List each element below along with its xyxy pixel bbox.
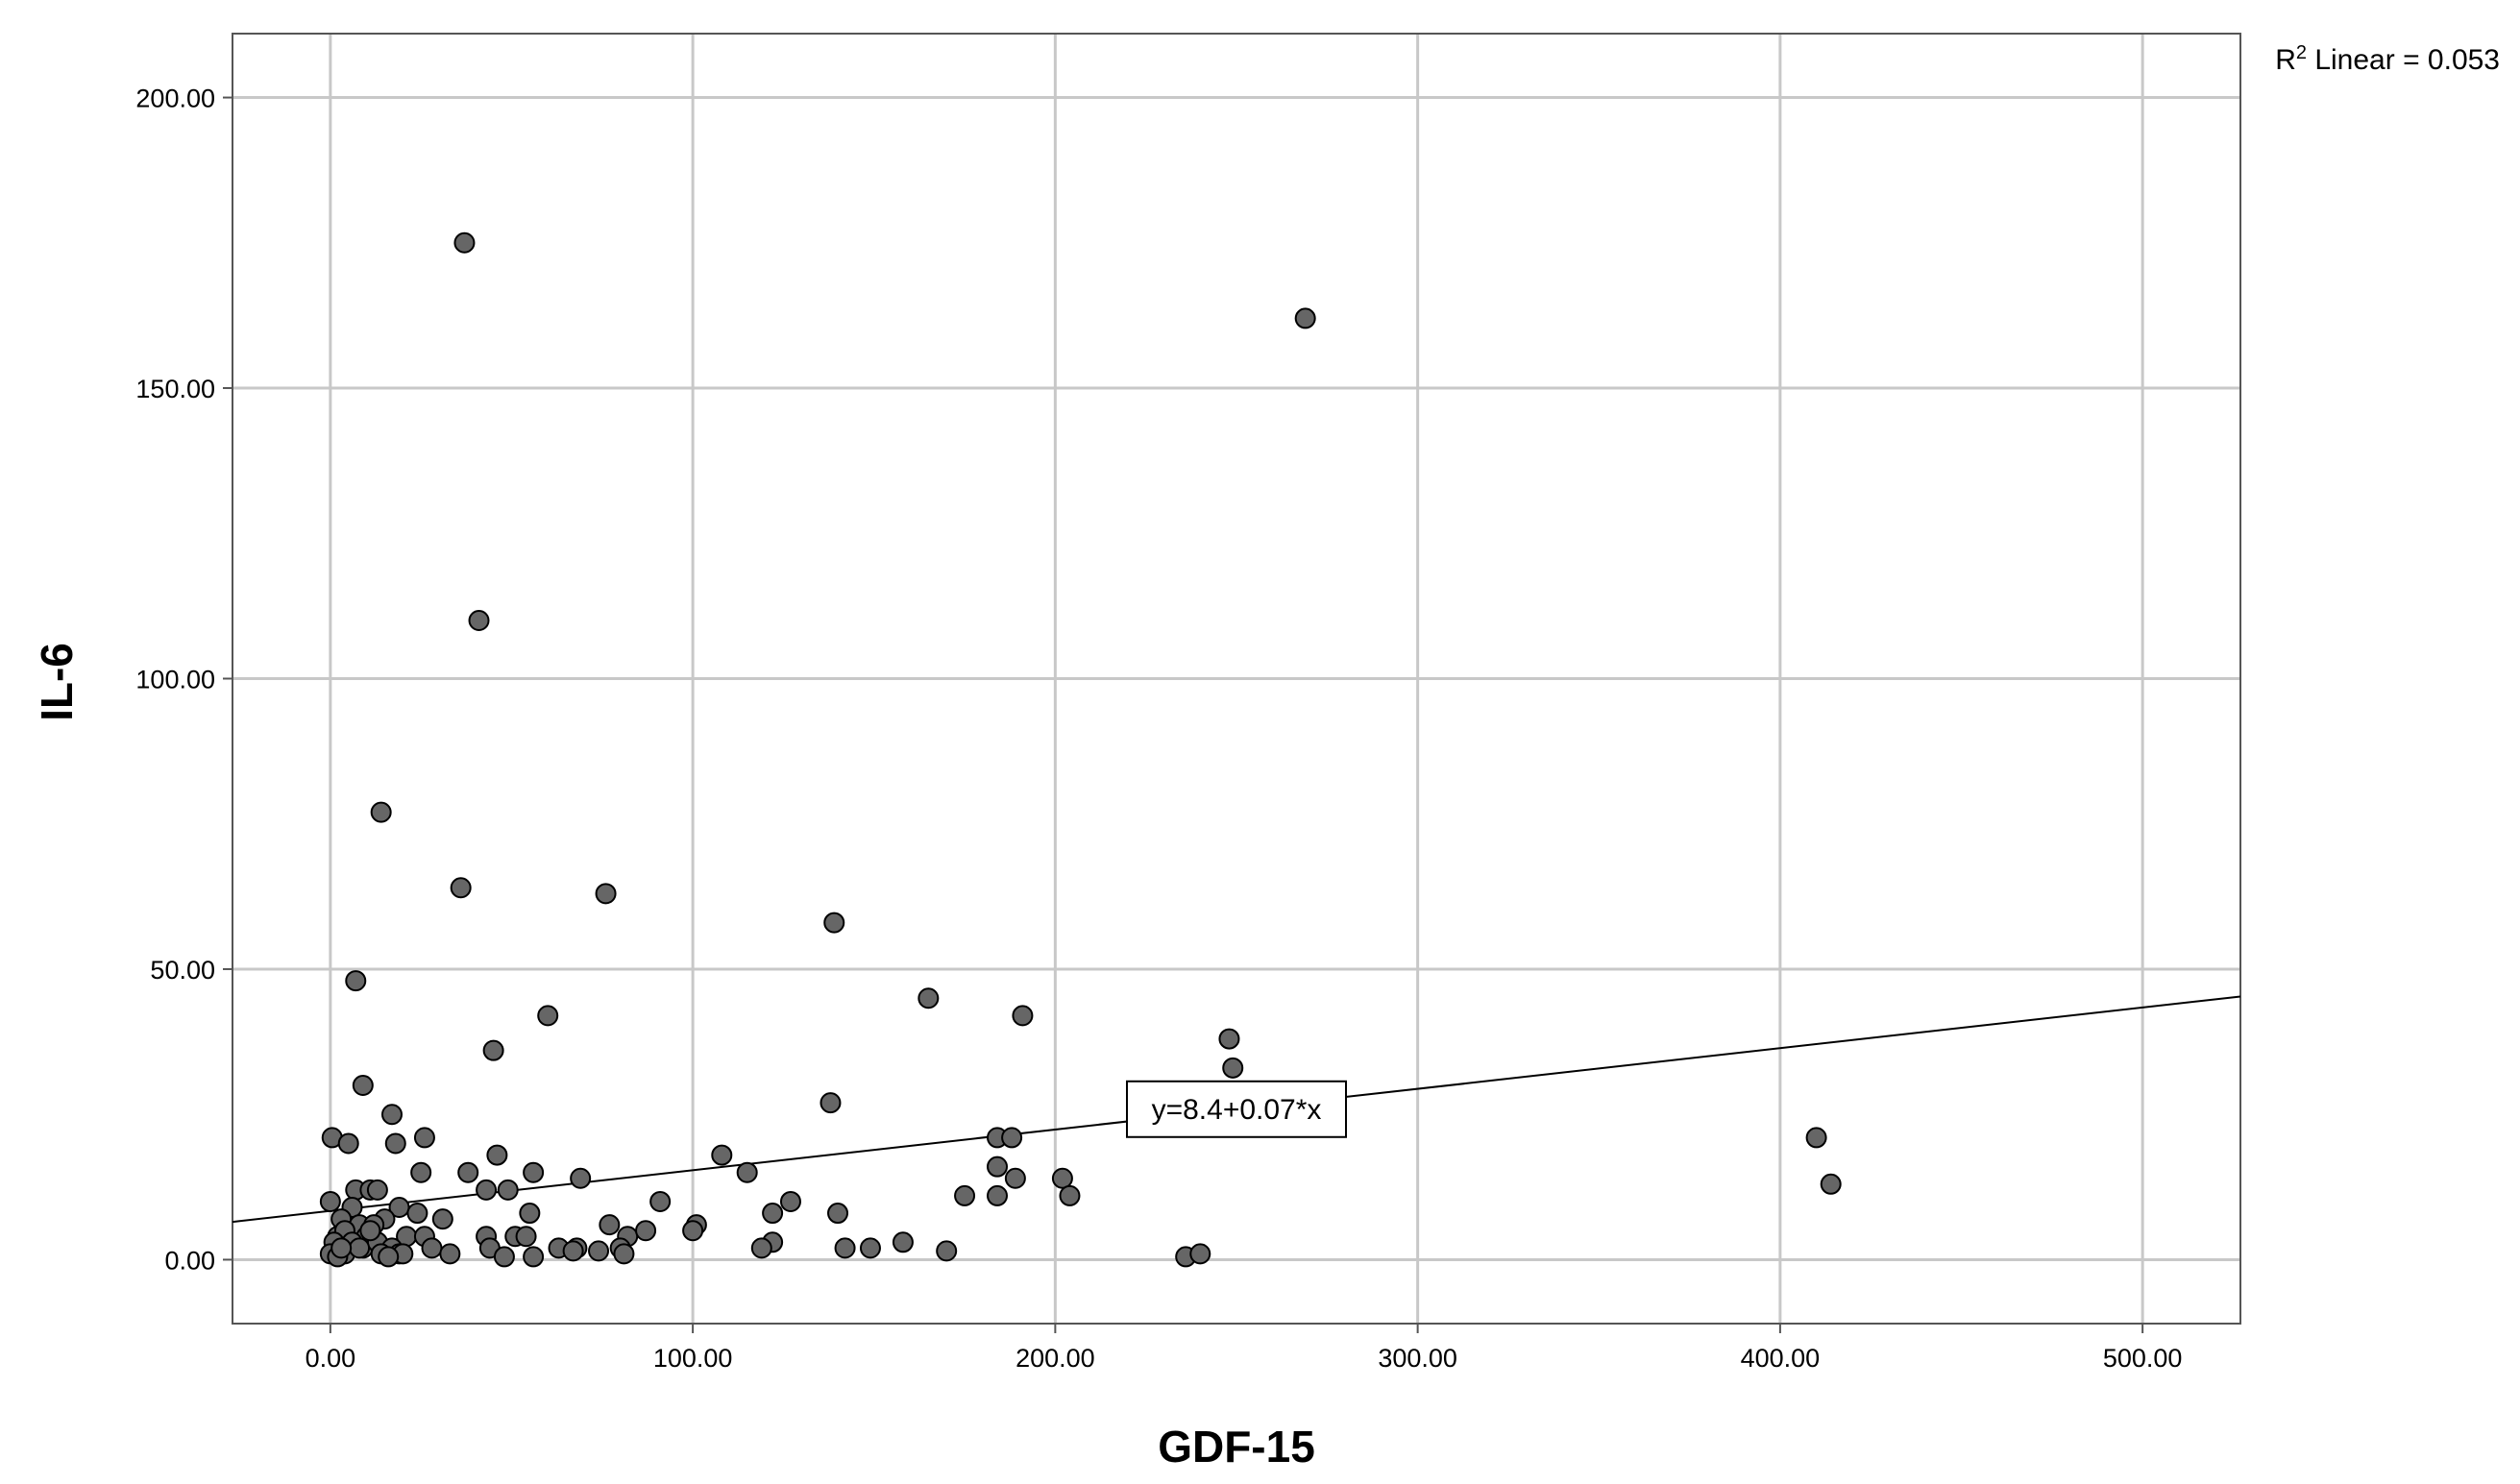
x-tick-label: 200.00 xyxy=(1015,1344,1095,1373)
fit-equation-label: y=8.4+0.07*x xyxy=(1152,1094,1322,1126)
data-point xyxy=(370,801,392,823)
data-point xyxy=(779,1190,801,1212)
data-point xyxy=(421,1237,443,1259)
data-point xyxy=(1051,1167,1073,1189)
y-tick-label: 150.00 xyxy=(135,375,215,403)
data-point xyxy=(1189,1243,1211,1265)
data-point xyxy=(330,1237,353,1259)
data-point xyxy=(635,1220,657,1242)
x-tick-label: 500.00 xyxy=(2103,1344,2183,1373)
data-point xyxy=(588,1240,610,1262)
data-point xyxy=(820,1092,842,1114)
y-tick-label: 100.00 xyxy=(135,666,215,694)
data-point xyxy=(711,1144,733,1166)
fit-label-box xyxy=(1126,1080,1347,1138)
x-tick-label: 0.00 xyxy=(306,1344,356,1373)
r2-text: Linear = 0.053 xyxy=(2307,44,2500,76)
data-point xyxy=(515,1226,537,1248)
data-point xyxy=(1820,1173,1842,1195)
data-point xyxy=(378,1246,400,1268)
data-point xyxy=(827,1203,849,1225)
data-point xyxy=(1001,1127,1023,1149)
data-point xyxy=(406,1203,428,1225)
data-point xyxy=(1218,1028,1240,1050)
data-point xyxy=(823,912,845,934)
data-point xyxy=(954,1184,976,1206)
x-tick-label: 300.00 xyxy=(1378,1344,1457,1373)
data-point xyxy=(345,970,367,992)
data-point xyxy=(570,1167,592,1189)
data-point xyxy=(384,1132,406,1155)
data-point xyxy=(987,1184,1009,1206)
data-point xyxy=(834,1237,856,1259)
data-point xyxy=(1004,1167,1026,1189)
data-point xyxy=(359,1220,381,1242)
data-point xyxy=(1222,1057,1244,1079)
data-point xyxy=(497,1179,519,1201)
data-point xyxy=(562,1240,584,1262)
r2-superscript: 2 xyxy=(2296,42,2307,63)
y-tick-label: 50.00 xyxy=(150,956,215,985)
data-point xyxy=(762,1203,784,1225)
data-point xyxy=(431,1208,453,1230)
data-point xyxy=(987,1156,1009,1178)
data-point xyxy=(523,1246,545,1268)
data-point xyxy=(352,1074,374,1096)
data-point xyxy=(649,1190,672,1212)
data-points xyxy=(319,231,1842,1268)
x-axis-title: GDF-15 xyxy=(1158,1422,1315,1472)
data-point xyxy=(410,1161,432,1183)
data-point xyxy=(380,1104,403,1126)
data-point xyxy=(750,1237,772,1259)
data-point xyxy=(537,1005,559,1027)
data-point xyxy=(453,231,476,254)
data-point xyxy=(457,1161,479,1183)
grid-lines xyxy=(232,34,2240,1324)
data-point xyxy=(1805,1127,1827,1149)
y-tick-label: 200.00 xyxy=(135,85,215,113)
data-point xyxy=(859,1237,881,1259)
data-point xyxy=(319,1190,341,1212)
data-point xyxy=(468,610,490,632)
r2-prefix: R xyxy=(2275,44,2296,76)
y-axis-title: IL-6 xyxy=(32,643,82,721)
data-point xyxy=(1294,307,1316,329)
data-point xyxy=(1012,1005,1034,1027)
data-point xyxy=(599,1214,621,1236)
tick-labels: 0.00 100.00 200.00 300.00 400.00 500.00 0.00 50… xyxy=(135,85,2182,1373)
x-tick-label: 100.00 xyxy=(653,1344,733,1373)
r-squared-label: R2 Linear = 0.053 xyxy=(2275,42,2500,76)
data-point xyxy=(917,987,940,1010)
data-point xyxy=(1059,1184,1081,1206)
data-point xyxy=(482,1039,504,1061)
data-point xyxy=(892,1231,914,1253)
data-point xyxy=(595,883,617,905)
data-point xyxy=(936,1240,958,1262)
data-point xyxy=(486,1144,508,1166)
data-point xyxy=(682,1220,704,1242)
data-point xyxy=(450,877,472,899)
data-point xyxy=(736,1161,758,1183)
data-point xyxy=(413,1127,435,1149)
data-point xyxy=(523,1161,545,1183)
data-point xyxy=(439,1243,461,1265)
data-point xyxy=(613,1243,635,1265)
data-point xyxy=(337,1132,359,1155)
data-point xyxy=(349,1237,371,1259)
y-tick-label: 0.00 xyxy=(164,1246,215,1275)
fit-label-group: y=8.4+0.07*x xyxy=(1126,1080,1347,1138)
data-point xyxy=(476,1179,498,1201)
data-point xyxy=(366,1179,388,1201)
data-point xyxy=(519,1203,541,1225)
x-tick-label: 400.00 xyxy=(1741,1344,1821,1373)
data-point xyxy=(493,1246,515,1268)
